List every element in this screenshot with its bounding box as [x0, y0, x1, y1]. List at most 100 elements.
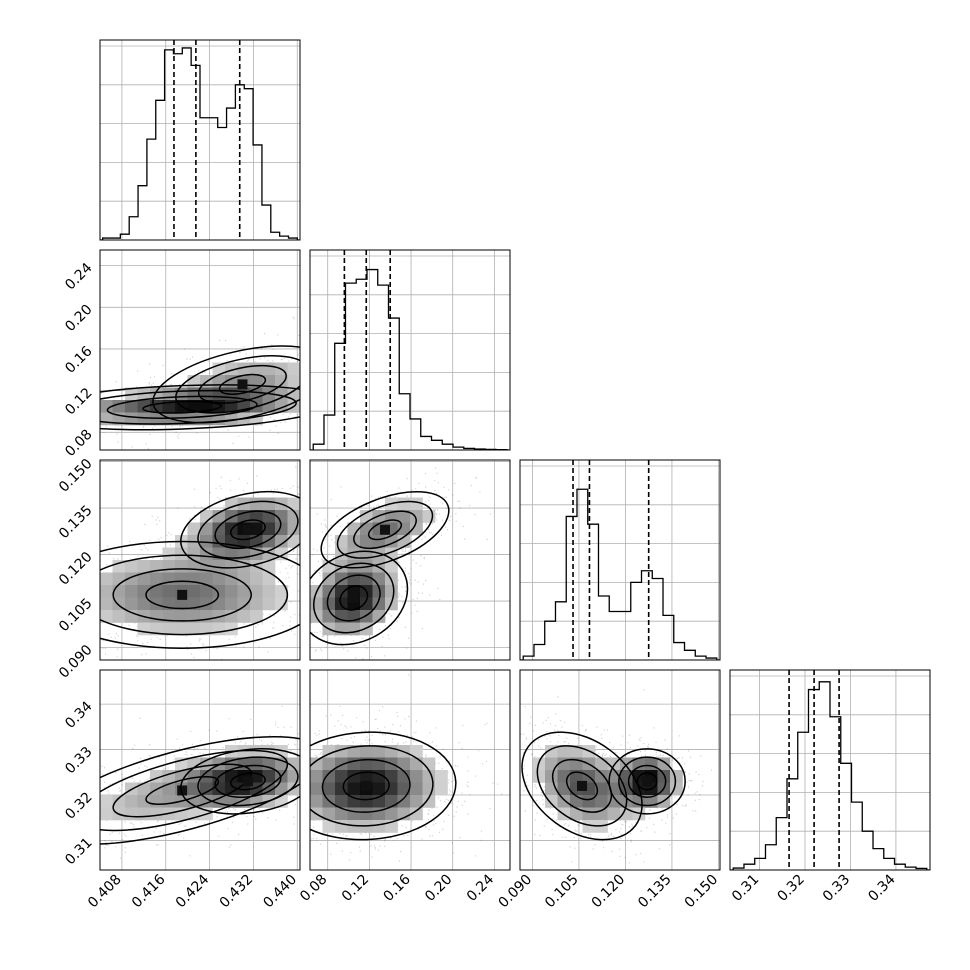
density-cell — [112, 795, 126, 808]
density-cell — [175, 547, 188, 561]
x-tick-label: 0.120 — [589, 872, 629, 912]
density-cell — [347, 795, 361, 808]
density-cell — [162, 622, 176, 636]
contour-line — [310, 731, 457, 841]
density-cell — [275, 597, 288, 611]
density-cell — [162, 560, 176, 573]
density-cell — [347, 560, 361, 573]
density-cell — [237, 745, 251, 758]
density-cell — [212, 510, 226, 523]
density-cell — [397, 757, 411, 771]
density-cell — [112, 560, 126, 573]
density-cell — [322, 572, 336, 586]
density-cell — [275, 757, 288, 771]
density-cell — [262, 560, 276, 573]
density-cell — [582, 807, 596, 821]
density-cell — [262, 362, 276, 376]
y-tick-label: 0.32 — [62, 789, 95, 822]
x-tick-label: 0.440 — [260, 872, 300, 912]
density-cell — [322, 820, 336, 833]
density-peak — [577, 780, 588, 791]
density-cell — [287, 387, 300, 401]
density-peak — [361, 780, 372, 791]
density-cell — [225, 585, 238, 598]
density-cell — [310, 757, 323, 771]
y-tick-label: 0.090 — [56, 642, 96, 682]
contour-line — [230, 519, 266, 541]
density-cell — [262, 597, 276, 611]
density-cell — [250, 585, 263, 598]
density-cell — [397, 782, 411, 796]
density-cell — [237, 535, 251, 548]
x-tick-label: 0.16 — [381, 871, 414, 904]
density-cell — [162, 547, 176, 561]
contour-line — [112, 568, 252, 622]
density-cell — [347, 807, 361, 821]
panel-frame — [729, 669, 931, 871]
density-cell — [360, 597, 373, 611]
contour-line — [218, 373, 267, 395]
contour-line — [100, 554, 289, 636]
density-cell — [595, 782, 608, 796]
density-cell — [360, 572, 373, 586]
density-cell — [335, 820, 348, 833]
x-tick-label: 0.424 — [173, 871, 213, 911]
histogram-line — [310, 268, 510, 450]
panel-frame — [99, 39, 301, 241]
density-cell — [175, 610, 188, 623]
density-cell — [545, 770, 558, 783]
y-tick-label: 0.150 — [56, 456, 96, 496]
y-tick-label: 0.120 — [56, 549, 96, 589]
density-cell — [125, 560, 138, 573]
density-cell — [372, 820, 386, 833]
histogram-line — [100, 47, 300, 240]
density-cell — [187, 770, 201, 783]
density-cell — [100, 412, 113, 426]
density-cell — [187, 547, 201, 561]
density-cell — [275, 535, 288, 548]
contour-line — [353, 510, 417, 550]
density-cell — [125, 807, 138, 821]
density-cell — [200, 782, 213, 796]
density-cell — [410, 795, 423, 808]
contour-line — [145, 580, 220, 610]
density-cell — [200, 610, 213, 623]
panel-1-1 — [309, 249, 511, 451]
density-cell — [410, 522, 423, 536]
density-cell — [397, 510, 411, 523]
density-cell — [250, 375, 263, 388]
density-cell — [237, 585, 251, 598]
density-cell — [200, 757, 213, 771]
panel-3-3 — [729, 669, 931, 871]
panel-2-2 — [519, 459, 721, 661]
x-tick-label: 0.150 — [682, 872, 722, 912]
contour-line — [636, 772, 658, 791]
y-tick-label: 0.105 — [56, 595, 96, 635]
density-cell — [310, 597, 323, 611]
density-peak — [348, 592, 359, 603]
contour-line — [310, 550, 409, 646]
density-cell — [225, 412, 238, 426]
density-cell — [225, 610, 238, 623]
y-tick-label: 0.33 — [62, 744, 95, 777]
panel-frame — [99, 249, 301, 451]
contour-line — [310, 745, 434, 827]
contour-line — [145, 775, 220, 805]
contour-line — [627, 764, 667, 798]
density-cell — [100, 597, 113, 611]
y-tick-label: 0.24 — [62, 260, 95, 293]
density-peak — [237, 379, 248, 390]
density-cell — [125, 400, 138, 413]
density-cell — [322, 757, 336, 771]
panel-frame — [309, 249, 511, 451]
density-cell — [137, 622, 151, 636]
contour-line — [321, 758, 411, 813]
y-tick-label: 0.31 — [62, 835, 95, 868]
density-cell — [645, 757, 658, 771]
density-cell — [275, 782, 288, 796]
density-cell — [212, 572, 226, 586]
density-cell — [137, 597, 151, 611]
density-cell — [287, 535, 300, 548]
density-cell — [532, 770, 546, 783]
density-cell — [150, 610, 163, 623]
